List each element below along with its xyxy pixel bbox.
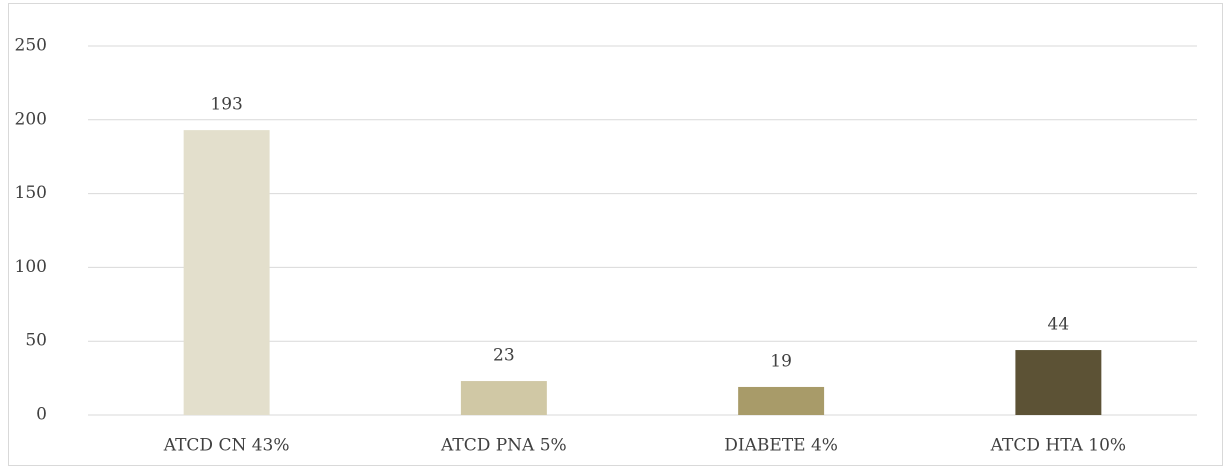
data-label: 193 bbox=[210, 95, 242, 115]
data-label: 44 bbox=[1048, 315, 1070, 335]
bar bbox=[183, 130, 270, 415]
bar bbox=[1015, 350, 1102, 415]
x-tick-label: DIABETE 4% bbox=[724, 436, 838, 456]
bar bbox=[738, 386, 825, 415]
y-tick-label: 0 bbox=[36, 405, 47, 425]
bar bbox=[460, 381, 547, 415]
y-tick-label: 200 bbox=[15, 109, 47, 129]
data-label: 23 bbox=[493, 346, 515, 366]
x-tick-label: ATCD PNA 5% bbox=[440, 436, 567, 456]
x-tick-label: ATCD CN 43% bbox=[163, 436, 290, 456]
x-tick-label: ATCD HTA 10% bbox=[990, 436, 1126, 456]
y-tick-label: 150 bbox=[15, 183, 47, 203]
y-tick-label: 250 bbox=[15, 36, 47, 56]
y-tick-label: 50 bbox=[25, 331, 47, 351]
data-label: 19 bbox=[770, 351, 792, 371]
y-tick-label: 100 bbox=[15, 257, 47, 277]
